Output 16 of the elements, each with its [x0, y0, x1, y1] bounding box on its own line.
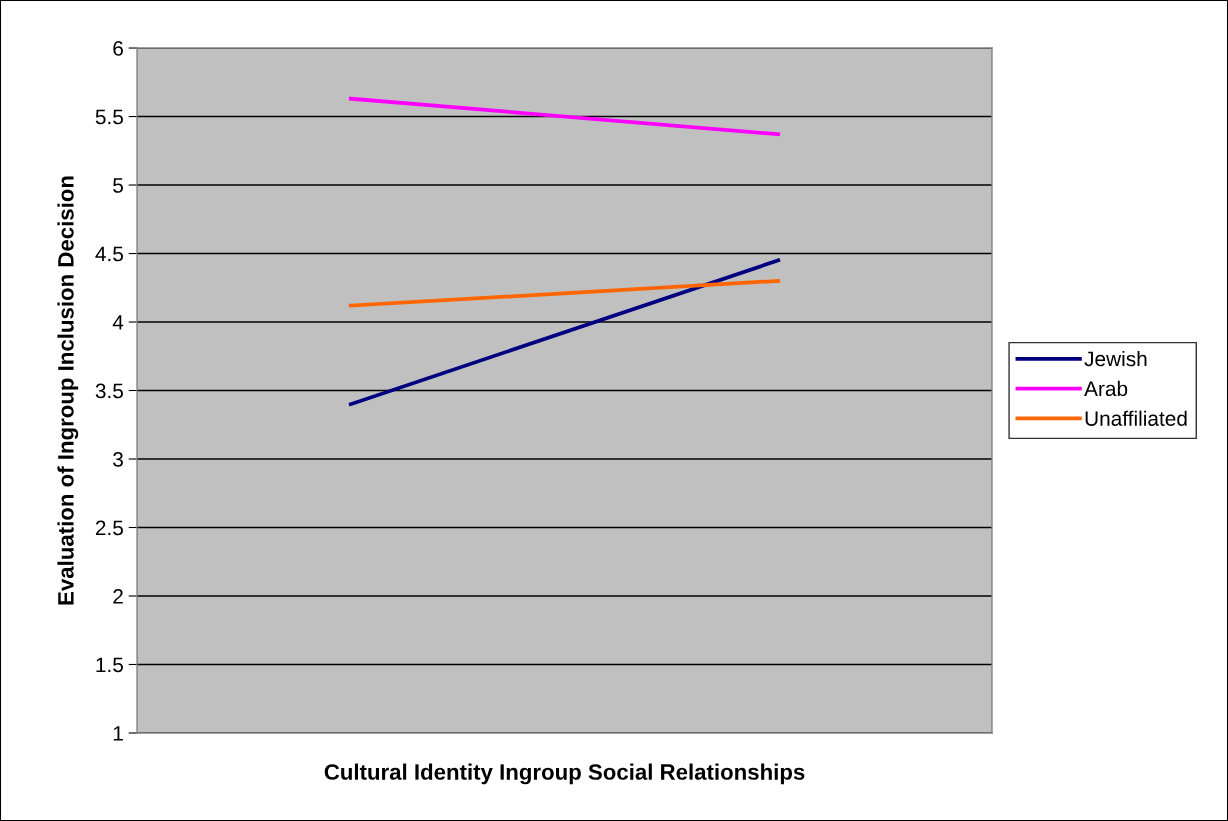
y-tick-label: 3.5	[95, 383, 123, 399]
x-axis-title: Cultural Identity Ingroup Social Relationships	[324, 763, 805, 785]
y-tick-label: 3	[113, 452, 123, 467]
y-tick-label: 2	[113, 589, 123, 604]
y-tick-label: 2.5	[95, 520, 123, 536]
y-tick-label: 5	[113, 178, 123, 193]
legend-label: Unaffiliated	[1085, 410, 1187, 426]
y-tick-label: 4.5	[95, 246, 123, 262]
y-tick-label: 1	[113, 726, 123, 741]
y-axis-title: Evaluation of Ingroup Inclusion Decision	[57, 176, 79, 605]
legend-label: Arab	[1084, 380, 1128, 397]
y-tick-label: 1.5	[96, 657, 123, 673]
y-tick-label: 5.5	[95, 109, 123, 125]
y-tick-label: 6	[113, 41, 123, 56]
y-tick-label: 4	[112, 315, 124, 330]
legend-label: Jewish	[1084, 350, 1147, 367]
